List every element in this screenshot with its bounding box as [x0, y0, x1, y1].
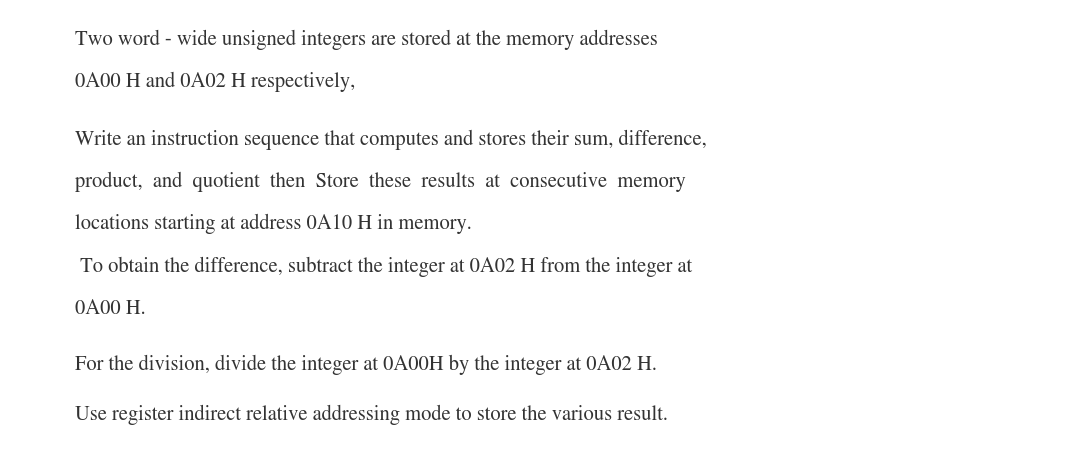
Text: Use register indirect relative addressing mode to store the various result.: Use register indirect relative addressin…	[75, 405, 668, 425]
Text: locations starting at address 0A10 H in memory.: locations starting at address 0A10 H in …	[75, 214, 472, 234]
Text: 0A00 H and 0A02 H respectively,: 0A00 H and 0A02 H respectively,	[75, 72, 355, 92]
Text: Write an instruction sequence that computes and stores their sum, difference,: Write an instruction sequence that compu…	[75, 130, 707, 150]
Text: To obtain the difference, subtract the integer at 0A02 H from the integer at: To obtain the difference, subtract the i…	[75, 257, 692, 278]
Text: For the division, divide the integer at 0A00H by the integer at 0A02 H.: For the division, divide the integer at …	[75, 355, 657, 375]
Text: Two word - wide unsigned integers are stored at the memory addresses: Two word - wide unsigned integers are st…	[75, 30, 658, 50]
Text: 0A00 H.: 0A00 H.	[75, 299, 146, 319]
Text: product,  and  quotient  then  Store  these  results  at  consecutive  memory: product, and quotient then Store these r…	[75, 172, 685, 192]
